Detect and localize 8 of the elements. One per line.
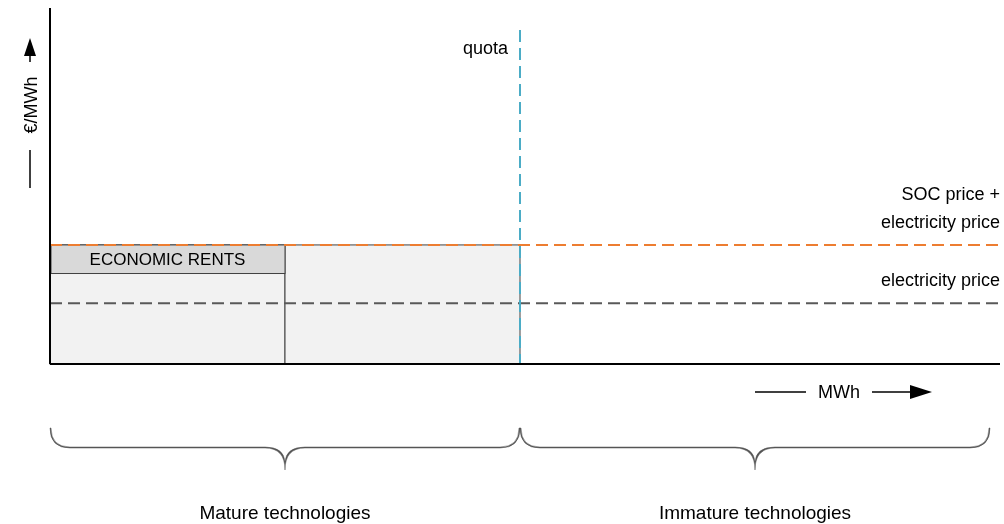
x-tick-label: Mature technologies <box>199 502 371 523</box>
band-label: ECONOMIC RENTS <box>89 250 246 270</box>
text: €/MWh <box>21 76 41 134</box>
ref-line-label: quota <box>462 38 509 58</box>
ref-line-label: electricity price <box>880 270 1000 291</box>
x-tick-label: Immature technologies <box>658 502 852 523</box>
ref-line-label: SOC price + electricity price <box>880 183 1000 232</box>
x-axis-title: MWh <box>818 382 860 402</box>
